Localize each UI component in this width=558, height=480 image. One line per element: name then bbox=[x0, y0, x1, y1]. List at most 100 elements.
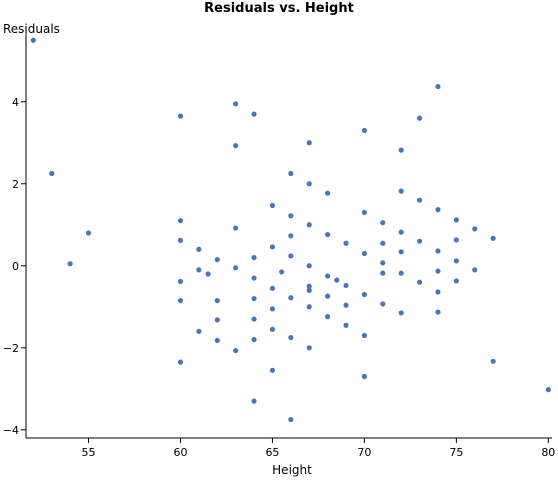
data-point bbox=[361, 332, 368, 339]
data-point bbox=[214, 317, 220, 323]
x-axis-label: Height bbox=[272, 463, 312, 477]
data-point bbox=[306, 140, 312, 146]
data-point bbox=[269, 202, 276, 209]
data-point bbox=[251, 295, 257, 302]
data-point bbox=[416, 238, 423, 244]
data-point bbox=[288, 334, 294, 341]
data-point bbox=[398, 249, 404, 255]
data-point bbox=[343, 322, 349, 328]
data-point bbox=[306, 304, 312, 310]
data-point bbox=[177, 278, 184, 284]
data-point bbox=[325, 273, 331, 279]
data-point bbox=[380, 301, 386, 307]
data-point bbox=[361, 250, 368, 257]
data-point bbox=[435, 207, 441, 213]
data-point bbox=[435, 248, 441, 254]
y-tick-label: −4 bbox=[3, 424, 19, 437]
x-axis-ticks: 55 60 65 70 75 80 bbox=[82, 438, 555, 459]
data-point bbox=[269, 326, 276, 332]
data-point bbox=[472, 267, 478, 273]
data-point bbox=[398, 147, 404, 153]
data-point bbox=[269, 367, 276, 373]
y-tick-label: −2 bbox=[3, 342, 19, 355]
data-point bbox=[490, 235, 496, 241]
data-point bbox=[306, 287, 312, 293]
data-point bbox=[416, 197, 423, 203]
data-point bbox=[288, 253, 294, 259]
data-point bbox=[214, 337, 220, 344]
data-point bbox=[177, 298, 184, 304]
data-point bbox=[251, 398, 257, 404]
data-point bbox=[177, 237, 184, 243]
data-point bbox=[435, 289, 441, 295]
data-point bbox=[233, 225, 239, 231]
data-point bbox=[269, 244, 276, 250]
y-tick-label: 4 bbox=[12, 96, 19, 109]
data-point bbox=[325, 190, 331, 196]
data-point bbox=[361, 127, 368, 134]
data-point bbox=[306, 263, 312, 269]
data-point bbox=[196, 267, 202, 273]
data-point bbox=[196, 328, 202, 334]
data-point bbox=[269, 306, 276, 312]
data-point bbox=[233, 348, 239, 354]
data-point bbox=[325, 232, 331, 238]
data-point bbox=[306, 222, 312, 228]
x-tick-label: 65 bbox=[265, 446, 279, 459]
data-point bbox=[306, 345, 312, 351]
data-point bbox=[453, 237, 459, 243]
data-point bbox=[380, 270, 386, 276]
data-point bbox=[435, 83, 441, 90]
data-point bbox=[67, 261, 73, 267]
data-point bbox=[361, 373, 368, 380]
data-point bbox=[306, 181, 312, 187]
data-point bbox=[398, 188, 404, 194]
data-point bbox=[380, 260, 386, 266]
data-point bbox=[251, 111, 257, 117]
data-point bbox=[472, 226, 478, 232]
data-point bbox=[251, 316, 257, 322]
data-point bbox=[398, 310, 404, 316]
data-point bbox=[416, 279, 423, 285]
data-point bbox=[343, 240, 349, 246]
chart-title: Residuals vs. Height bbox=[204, 1, 354, 16]
data-point bbox=[398, 229, 404, 235]
data-point bbox=[85, 230, 92, 236]
data-point bbox=[453, 217, 459, 223]
x-tick-label: 55 bbox=[82, 446, 96, 459]
x-tick-label: 60 bbox=[173, 446, 187, 459]
data-point bbox=[380, 240, 386, 246]
data-point bbox=[196, 246, 202, 252]
y-tick-label: 0 bbox=[12, 260, 19, 273]
y-tick-label: 2 bbox=[12, 178, 19, 191]
data-point bbox=[343, 282, 349, 289]
data-point bbox=[343, 302, 349, 308]
data-point bbox=[453, 278, 459, 284]
x-tick-label: 70 bbox=[357, 446, 371, 459]
data-point bbox=[361, 291, 368, 298]
data-point bbox=[30, 37, 36, 43]
data-point bbox=[251, 336, 257, 343]
data-point bbox=[398, 270, 404, 276]
data-point bbox=[177, 359, 184, 365]
data-point bbox=[453, 258, 459, 264]
data-point bbox=[251, 254, 257, 261]
x-tick-label: 75 bbox=[449, 446, 463, 459]
data-point bbox=[177, 113, 184, 119]
data-point bbox=[416, 115, 423, 121]
data-point bbox=[435, 268, 441, 274]
data-point bbox=[288, 170, 294, 177]
data-point bbox=[325, 314, 331, 320]
data-point bbox=[435, 309, 441, 315]
data-point bbox=[269, 285, 276, 291]
data-point bbox=[205, 271, 211, 277]
y-axis-ticks: −4 −2 0 2 4 bbox=[3, 96, 26, 437]
data-point bbox=[251, 275, 257, 281]
data-point bbox=[288, 233, 294, 239]
data-point bbox=[233, 265, 239, 271]
data-point bbox=[288, 295, 294, 301]
data-point bbox=[490, 358, 496, 364]
data-point bbox=[288, 416, 294, 423]
data-points bbox=[30, 37, 551, 423]
